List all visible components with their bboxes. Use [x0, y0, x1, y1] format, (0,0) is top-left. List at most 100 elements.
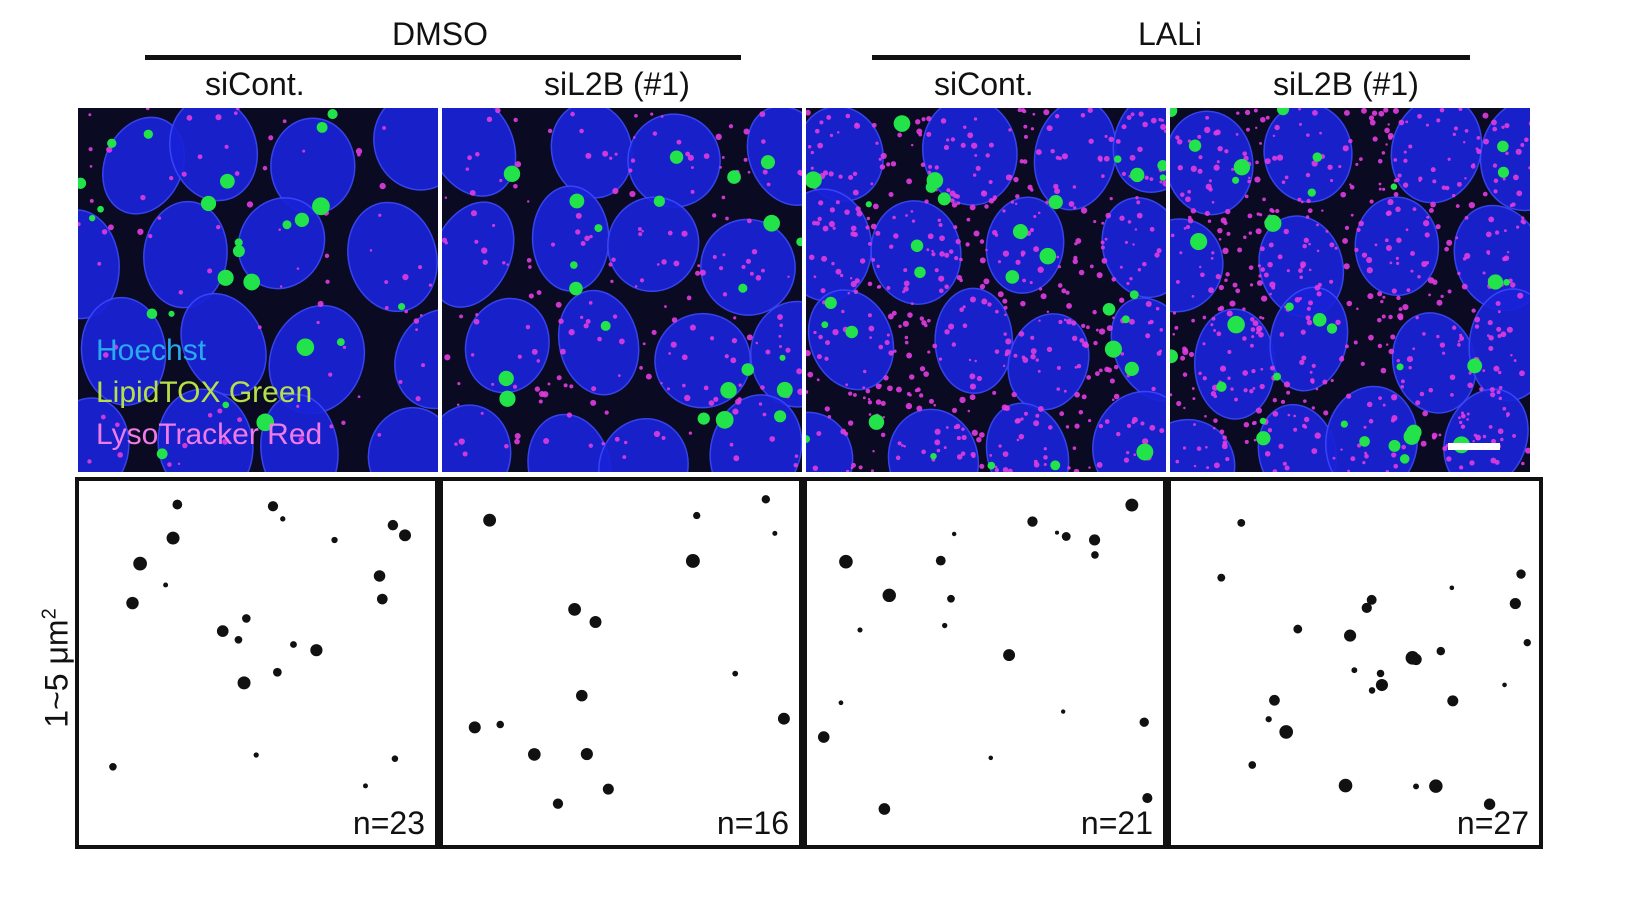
- lysosome: [1046, 346, 1053, 353]
- lysosome: [1073, 255, 1078, 261]
- lysosome: [769, 436, 776, 442]
- lysosome: [1262, 197, 1266, 202]
- lysosome: [1093, 340, 1098, 346]
- legend-lipidtox: LipidTOX Green: [96, 376, 313, 409]
- lysosome: [673, 260, 680, 267]
- lysosome: [1029, 281, 1033, 285]
- lysosome: [879, 384, 882, 387]
- lysosome: [755, 341, 759, 345]
- lysosome: [852, 393, 857, 397]
- lysosome: [1242, 336, 1247, 341]
- lysosome: [1400, 385, 1405, 389]
- lysosome: [876, 285, 881, 289]
- lysosome: [512, 384, 518, 389]
- lysosome: [1338, 164, 1342, 169]
- lysosome: [1096, 461, 1103, 468]
- lysosome: [629, 190, 636, 198]
- droplet-dot: [1436, 646, 1446, 656]
- lysosome: [1123, 457, 1130, 463]
- lysosome: [1249, 283, 1254, 287]
- lysosome: [938, 288, 944, 294]
- lysosome: [938, 275, 945, 282]
- lysosome: [1388, 135, 1393, 140]
- lysosome: [1456, 181, 1462, 187]
- lysosome: [1200, 272, 1205, 278]
- lysosome: [492, 223, 496, 228]
- lysosome: [854, 122, 859, 126]
- lysosome: [661, 436, 666, 441]
- lysosome: [1175, 459, 1180, 464]
- lysosome: [951, 407, 958, 413]
- lipid-droplet: [865, 201, 872, 208]
- lysosome: [684, 394, 691, 402]
- lysosome: [685, 151, 691, 157]
- lysosome: [905, 214, 908, 217]
- lysosome: [1439, 342, 1446, 348]
- lysosome: [1010, 200, 1015, 204]
- lysosome: [1061, 153, 1068, 160]
- lysosome: [1256, 328, 1262, 333]
- lysosome: [850, 225, 857, 232]
- lysosome: [951, 342, 957, 347]
- lysosome: [667, 230, 673, 236]
- lysosome: [1387, 199, 1394, 206]
- lipid-droplet: [569, 281, 583, 296]
- lysosome: [919, 316, 924, 321]
- micrograph-panel-4: [1170, 108, 1530, 472]
- lysosome: [1512, 174, 1519, 181]
- lysosome: [1356, 227, 1361, 232]
- lysosome: [985, 153, 990, 158]
- lysosome: [1140, 421, 1145, 426]
- lysosome: [1250, 327, 1256, 332]
- lipid-droplet: [1256, 431, 1271, 446]
- lysosome: [1021, 355, 1026, 360]
- lysosome: [1346, 300, 1353, 307]
- lysosome: [766, 182, 771, 187]
- lysosome: [959, 307, 964, 313]
- lysosome: [1269, 292, 1272, 296]
- lysosome: [632, 136, 636, 139]
- lysosome: [824, 356, 829, 361]
- lysosome: [1360, 361, 1365, 366]
- lysosome: [1087, 108, 1093, 113]
- lysosome: [927, 170, 932, 175]
- lysosome: [741, 264, 746, 270]
- lysosome: [1349, 183, 1352, 186]
- lipid-droplet: [914, 266, 926, 279]
- lysosome: [1506, 414, 1509, 418]
- lysosome: [1162, 180, 1166, 187]
- lipid-droplet: [1050, 460, 1061, 471]
- lipid-droplet: [720, 382, 737, 399]
- lysosome: [1516, 190, 1523, 197]
- column-label-2: siL2B (#1): [544, 66, 690, 102]
- lysosome: [1464, 177, 1467, 180]
- lysosome: [856, 210, 863, 217]
- lysosome: [890, 161, 897, 167]
- lipid-droplet: [1012, 224, 1029, 240]
- nucleus: [1112, 108, 1166, 193]
- lysosome: [1038, 319, 1041, 322]
- lysosome: [1127, 220, 1132, 224]
- lysosome: [1030, 348, 1037, 355]
- lysosome: [867, 281, 873, 287]
- lysosome: [908, 393, 912, 397]
- nucleus: [78, 209, 120, 320]
- column-label-3: siCont.: [934, 66, 1034, 102]
- lysosome: [1061, 288, 1067, 294]
- lysosome: [1274, 124, 1280, 131]
- lysosome: [413, 318, 420, 324]
- lysosome: [1385, 244, 1392, 252]
- lysosome: [903, 444, 906, 448]
- droplet-dot: [1061, 532, 1071, 541]
- lysosome: [1464, 252, 1471, 259]
- lysosome: [1440, 294, 1444, 299]
- lysosome: [1215, 273, 1222, 280]
- lysosome: [1224, 278, 1228, 283]
- lysosome: [1057, 283, 1063, 288]
- lysosome: [713, 396, 719, 402]
- lysosome: [1264, 450, 1271, 457]
- lysosome: [1015, 417, 1021, 424]
- nucleus: [464, 297, 550, 394]
- lysosome: [797, 388, 802, 395]
- droplet-dot: [1003, 649, 1016, 662]
